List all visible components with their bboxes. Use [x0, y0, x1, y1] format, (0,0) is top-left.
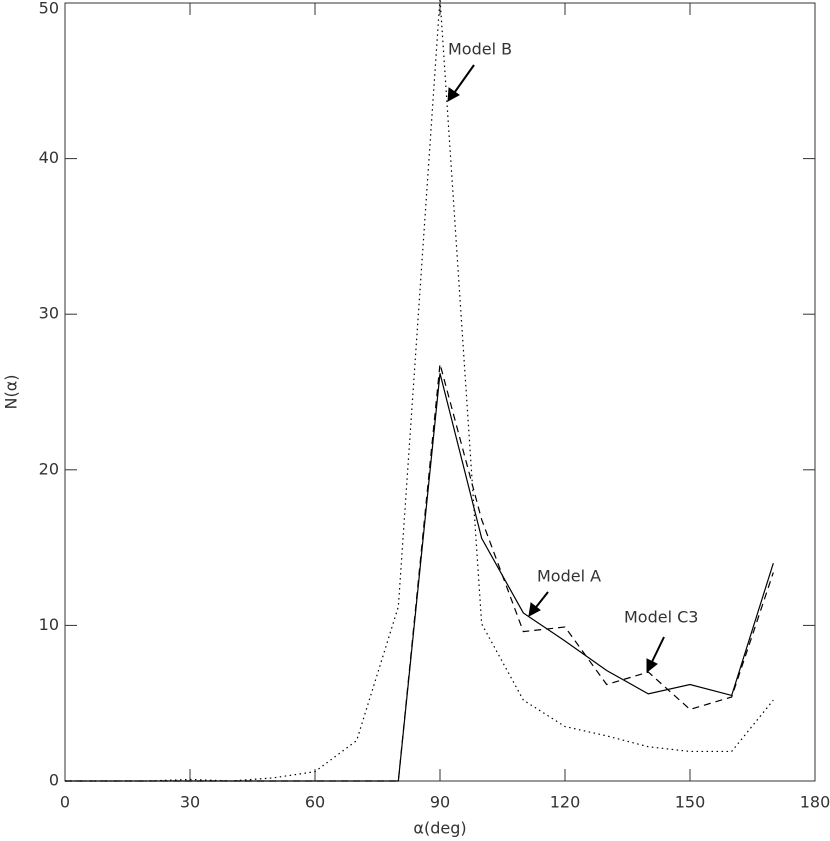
series-line	[65, 373, 774, 782]
x-tick-label: 30	[180, 793, 200, 812]
x-tick-label: 180	[800, 793, 830, 812]
y-axis-label: N(α)	[2, 375, 21, 410]
arrow	[528, 591, 549, 617]
y-tick-label: 10	[39, 615, 59, 634]
annotation: Model C3	[624, 608, 698, 627]
plot-frame	[64, 2, 816, 782]
arrow	[447, 64, 475, 102]
x-tick-label: 120	[550, 793, 581, 812]
x-tick-label: 0	[60, 793, 70, 812]
annotation: Model B	[448, 40, 512, 59]
annotation: Model A	[537, 567, 601, 586]
x-tick-label: 90	[430, 793, 450, 812]
y-tick-label: 50	[39, 0, 59, 18]
y-tick-label: 20	[39, 459, 59, 478]
y-tick-label: 30	[39, 304, 59, 323]
y-tick-label: 40	[39, 148, 59, 167]
x-tick-label: 150	[675, 793, 706, 812]
x-tick-label: 60	[305, 793, 325, 812]
arrow	[646, 636, 665, 674]
y-tick-label: 0	[49, 771, 59, 790]
x-axis-label: α(deg)	[413, 819, 466, 838]
series-line	[65, 363, 774, 782]
series-line	[65, 0, 774, 782]
